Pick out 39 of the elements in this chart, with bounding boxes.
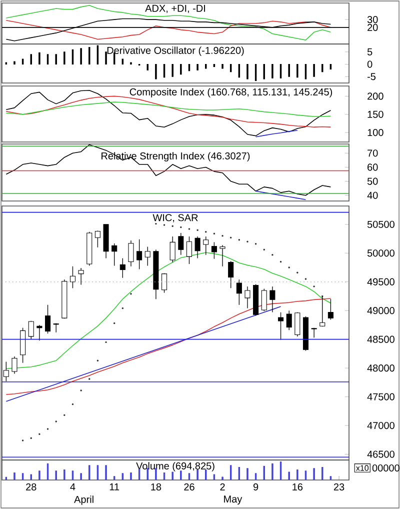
text: 00000 [372, 464, 400, 472]
y-tick-label: 50000 [367, 250, 394, 257]
y-tick-label: -5 [367, 73, 376, 80]
y-tick-label: 0 [367, 60, 372, 68]
y-tick-label: 30 [367, 16, 378, 24]
y-tick-label: 47000 [367, 422, 394, 430]
y-tick-label: 50500 [367, 220, 394, 228]
y-tick-label: 46500 [367, 450, 394, 458]
y-tick-label: 49000 [367, 307, 394, 314]
y-tick-label: 70 [368, 150, 378, 157]
text: April [74, 496, 94, 505]
chart-title: Derivative Oscillator (-1.96220) [107, 46, 244, 56]
text: x10 [356, 465, 369, 471]
y-tick-label: 150 [368, 110, 384, 118]
chart-title: Volume (694,825) [136, 462, 214, 472]
y-tick-label: 40 [367, 192, 378, 199]
x-tick-label: 9 [253, 483, 258, 490]
y-tick-label: 60 [368, 164, 378, 171]
y-tick-label: 200 [368, 92, 384, 100]
chart-title: ADX, +DI, -DI [145, 4, 205, 14]
y-tick-label: 20 [368, 24, 378, 31]
y-tick-label: 48500 [367, 336, 394, 343]
x-tick-label: 28 [26, 483, 36, 490]
y-tick-label: 47500 [367, 393, 394, 400]
x-tick-label: 26 [184, 483, 194, 490]
text: May [224, 496, 242, 505]
y-tick-label: 50 [367, 178, 378, 185]
y-tick-label: 49500 [367, 278, 394, 286]
x-tick-label: 11 [110, 483, 120, 490]
x-tick-label: 23 [334, 483, 344, 490]
y-tick-label: 48000 [367, 364, 394, 372]
text: WIC, SAR [152, 214, 198, 222]
y-tick-label: 100 [368, 128, 384, 136]
x-tick-label: 18 [151, 483, 162, 490]
x-tick-label: 2 [220, 483, 225, 490]
y-tick-label: 5 [367, 48, 372, 56]
x-tick-label: 16 [292, 483, 303, 490]
chart-title: Composite Index (160.768, 115.131, 145.245) [130, 88, 332, 98]
x-tick-label: 4 [70, 483, 76, 490]
